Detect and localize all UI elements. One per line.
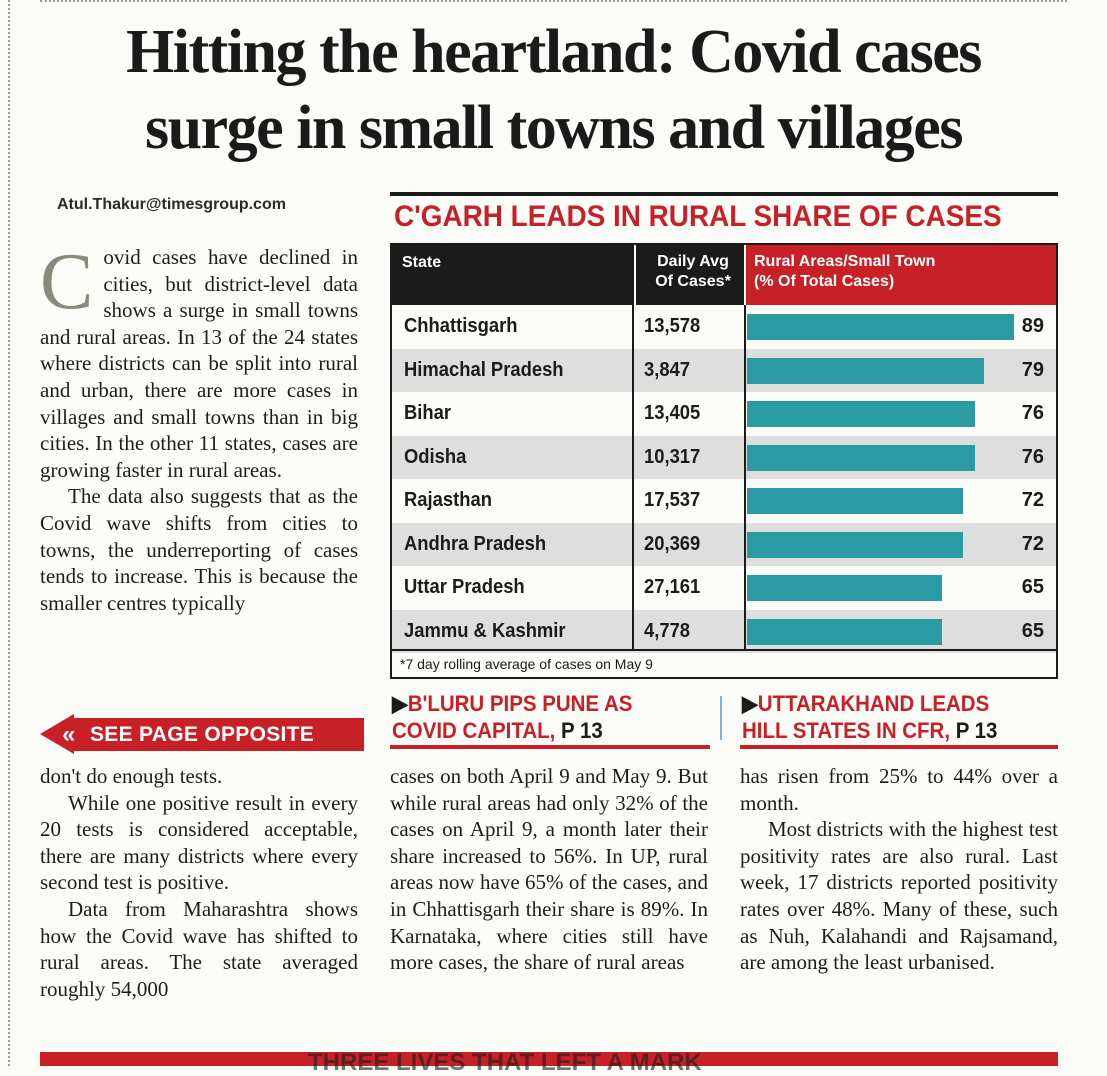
row-state: Rajasthan (404, 489, 492, 511)
byline[interactable]: Atul.Thakur@timesgroup.com (57, 196, 286, 213)
promo-2-page: P 13 (955, 718, 998, 743)
top-rule (40, 0, 1067, 8)
row-state: Odisha (404, 445, 467, 468)
para-1-text: ovid cases have declined in cities, but … (40, 245, 358, 482)
col-divider-1 (632, 305, 634, 649)
see-page-opposite-button[interactable]: SEE PAGE OPPOSITE « (40, 714, 364, 754)
rural-share-bar (747, 401, 975, 427)
row-rural-pct: 72 (1021, 532, 1044, 555)
row-daily-avg: 27,161 (644, 576, 701, 598)
headline-line-1: Hitting the heartland: Covid cases (126, 18, 982, 86)
table-row: Himachal Pradesh 3,847 79 (392, 348, 1058, 392)
promo-1-line2: COVID CAPITAL, (392, 718, 556, 743)
promo-uttarakhand[interactable]: ▶UTTARAKHAND LEADS HILL STATES IN CFR, P… (742, 690, 997, 744)
promo-bengaluru[interactable]: ▶B'LURU PIPS PUNE AS COVID CAPITAL, P 13 (392, 690, 632, 744)
article-para-4: Data from Maharashtra shows how the Covi… (40, 896, 358, 1001)
table-row: Bihar 13,405 76 (392, 392, 1058, 436)
bottom-banner: THREE LIVES THAT LEFT A MARK (40, 1051, 1058, 1075)
promo-2-underline (740, 745, 1058, 749)
article-para-2-cont: don't do enough tests. (40, 764, 223, 788)
chart-top-rule (390, 192, 1058, 196)
promo-2-line2: HILL STATES IN CFR, (742, 718, 951, 743)
rural-share-bar (747, 575, 942, 601)
row-state: Uttar Pradesh (404, 576, 525, 598)
table-row: Andhra Pradesh 20,369 72 (392, 522, 1058, 566)
rural-share-bar (747, 357, 984, 384)
article-para-3: While one positive result in every 20 te… (40, 790, 358, 895)
row-daily-avg: 20,369 (644, 532, 701, 555)
header-avg-line1: Daily Avg (657, 253, 729, 270)
row-daily-avg: 17,537 (644, 489, 701, 511)
row-state: Jammu & Kashmir (404, 619, 566, 642)
header-daily-avg: Daily Avg Of Cases* (636, 243, 744, 305)
row-state: Chhattisgarh (404, 315, 518, 337)
promo-1-line1: B'LURU PIPS PUNE AS (407, 691, 633, 716)
dropcap: C (40, 238, 94, 326)
bottom-banner-text: THREE LIVES THAT LEFT A MARK (308, 1049, 702, 1076)
table-row: Chhattisgarh 13,578 89 (392, 305, 1058, 349)
row-rural-pct: 65 (1021, 576, 1044, 598)
rural-share-bar (747, 618, 942, 645)
rural-share-bar (747, 531, 963, 558)
row-daily-avg: 4,778 (644, 619, 691, 642)
rural-share-bar (747, 314, 1014, 340)
row-state: Himachal Pradesh (404, 358, 564, 381)
col-divider-2 (744, 305, 746, 649)
see-page-text: SEE PAGE OPPOSITE (90, 723, 315, 746)
triangle-right-icon: ▶ (392, 691, 408, 716)
double-chevron-icon: « (62, 721, 76, 748)
promo-divider (720, 696, 722, 740)
arrow-left-icon (40, 714, 74, 754)
table-row: Uttar Pradesh 27,161 65 (392, 566, 1058, 610)
article-para-2: The data also suggests that as the Covid… (40, 484, 358, 615)
row-rural-pct: 89 (1021, 315, 1044, 337)
article-col2-text: cases on both April 9 and May 9. But whi… (390, 764, 708, 975)
row-rural-pct: 79 (1021, 358, 1044, 381)
row-rural-pct: 72 (1021, 489, 1044, 511)
article-col3-para2: Most districts with the highest test pos… (740, 817, 1058, 975)
row-rural-pct: 76 (1021, 445, 1044, 468)
row-rural-pct: 65 (1021, 619, 1044, 642)
article-column-3: has risen from 25% to 44% over a month. … (740, 763, 1058, 976)
row-state: Bihar (404, 402, 452, 424)
table-bottom-rule (390, 649, 1058, 651)
table-row: Rajasthan 17,537 72 (392, 479, 1058, 523)
promo-2-line1: UTTARAKHAND LEADS (757, 691, 990, 716)
row-daily-avg: 13,578 (644, 315, 701, 337)
row-state: Andhra Pradesh (404, 532, 547, 555)
chart-footnote: *7 day rolling average of cases on May 9 (400, 656, 653, 672)
header-state-text: State (402, 254, 442, 271)
chart-border (390, 243, 1058, 679)
article-column-2: cases on both April 9 and May 9. But whi… (390, 763, 708, 976)
row-daily-avg: 13,405 (644, 402, 701, 424)
row-daily-avg: 3,847 (644, 358, 691, 381)
promo-1-underline (390, 745, 710, 749)
chart-title: C'GARH LEADS IN RURAL SHARE OF CASES (394, 200, 1002, 233)
headline: Hitting the heartland: Covid cases surge… (30, 14, 1077, 166)
header-rural-share: Rural Areas/Small Town (% Of Total Cases… (746, 243, 1058, 305)
header-avg-line2: Of Cases* (655, 273, 731, 290)
promo-1-page: P 13 (560, 718, 603, 743)
rural-share-bar (747, 488, 963, 514)
rural-share-bar (747, 444, 975, 471)
triangle-right-icon: ▶ (742, 691, 758, 716)
header-rural-line2: (% Of Total Cases) (754, 273, 895, 290)
header-state: State (390, 243, 634, 305)
see-page-label: SEE PAGE OPPOSITE (72, 718, 364, 751)
column-rule (8, 0, 10, 1066)
table-row: Jammu & Kashmir 4,778 65 (392, 609, 1058, 653)
article-column-1-bottom: don't do enough tests. While one positiv… (40, 763, 358, 1002)
header-rural-line1: Rural Areas/Small Town (754, 253, 936, 270)
table-row: Odisha 10,317 76 (392, 435, 1058, 479)
row-rural-pct: 76 (1021, 402, 1044, 424)
article-col3-text: has risen from 25% to 44% over a month. (740, 764, 1058, 815)
row-daily-avg: 10,317 (644, 445, 701, 468)
headline-line-2: surge in small towns and villages (145, 94, 963, 162)
